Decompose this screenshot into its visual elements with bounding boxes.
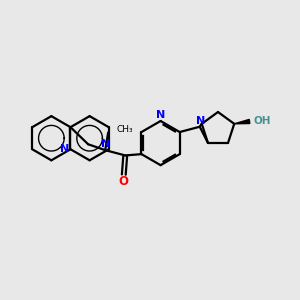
- Text: OH: OH: [254, 116, 272, 126]
- Text: CH₃: CH₃: [116, 125, 133, 134]
- Text: N: N: [101, 139, 110, 149]
- Text: O: O: [119, 176, 129, 188]
- Text: N: N: [156, 110, 165, 119]
- Polygon shape: [234, 119, 250, 124]
- Text: N: N: [196, 116, 205, 126]
- Text: N: N: [60, 144, 69, 154]
